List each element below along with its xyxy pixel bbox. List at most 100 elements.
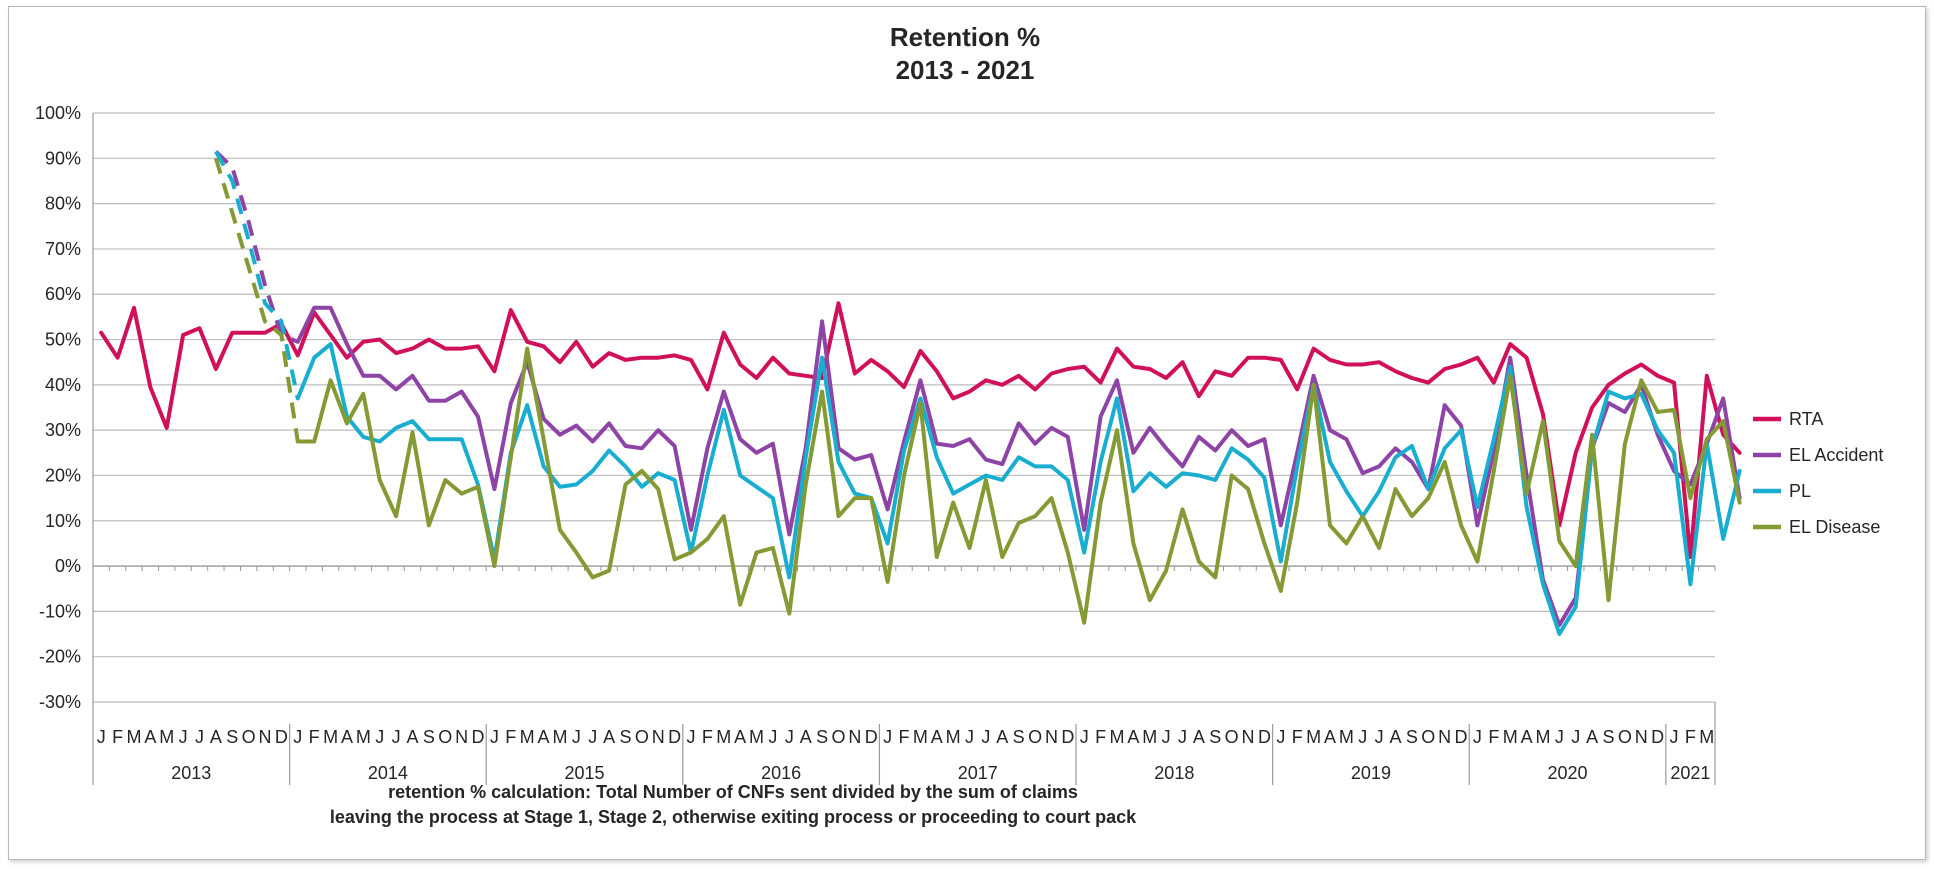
y-tick-label: 20% bbox=[45, 465, 81, 485]
y-tick-label: 80% bbox=[45, 194, 81, 214]
y-tick-label: -30% bbox=[39, 692, 81, 712]
month-tick-label: A bbox=[210, 727, 222, 747]
y-tick-label: -20% bbox=[39, 647, 81, 667]
month-tick-label: D bbox=[275, 727, 288, 747]
month-tick-label: M bbox=[126, 727, 141, 747]
year-label: 2021 bbox=[1670, 763, 1710, 783]
month-tick-label: O bbox=[438, 727, 452, 747]
month-tick-label: J bbox=[588, 727, 597, 747]
year-label: 2016 bbox=[761, 763, 801, 783]
year-label: 2019 bbox=[1351, 763, 1391, 783]
month-tick-label: O bbox=[1028, 727, 1042, 747]
month-tick-label: J bbox=[375, 727, 384, 747]
month-tick-label: J bbox=[1555, 727, 1564, 747]
month-tick-label: M bbox=[716, 727, 731, 747]
month-tick-label: N bbox=[1635, 727, 1648, 747]
year-label: 2020 bbox=[1548, 763, 1588, 783]
month-tick-label: J bbox=[965, 727, 974, 747]
month-tick-label: M bbox=[552, 727, 567, 747]
month-tick-label: J bbox=[490, 727, 499, 747]
y-tick-label: -10% bbox=[39, 601, 81, 621]
y-tick-label: 30% bbox=[45, 420, 81, 440]
month-tick-label: A bbox=[931, 727, 943, 747]
month-tick-label: D bbox=[1651, 727, 1664, 747]
series-pl bbox=[214, 150, 1742, 636]
month-tick-label: A bbox=[144, 727, 156, 747]
month-tick-label: J bbox=[981, 727, 990, 747]
month-tick-label: S bbox=[226, 727, 238, 747]
legend: RTA EL Accident PL EL Disease bbox=[1753, 409, 1883, 537]
month-tick-label: N bbox=[652, 727, 665, 747]
month-tick-label: F bbox=[309, 727, 320, 747]
month-tick-label: M bbox=[946, 727, 961, 747]
y-tick-label: 90% bbox=[45, 148, 81, 168]
month-tick-label: J bbox=[1276, 727, 1285, 747]
month-tick-label: J bbox=[1375, 727, 1384, 747]
month-tick-label: J bbox=[392, 727, 401, 747]
month-tick-label: M bbox=[1306, 727, 1321, 747]
y-axis: -30% -20% -10% 0% 10% 20% 30% 40% 50% 60% 70% 80% 90… bbox=[35, 103, 94, 712]
year-label: 2013 bbox=[171, 763, 211, 783]
month-tick-label: D bbox=[472, 727, 485, 747]
year-label: 2018 bbox=[1154, 763, 1194, 783]
legend-label: PL bbox=[1789, 481, 1811, 501]
month-tick-label: A bbox=[1521, 727, 1533, 747]
month-tick-label: J bbox=[1358, 727, 1367, 747]
month-tick-label: M bbox=[749, 727, 764, 747]
y-tick-label: 70% bbox=[45, 239, 81, 259]
month-tick-label: M bbox=[1503, 727, 1518, 747]
month-tick-label: D bbox=[1061, 727, 1074, 747]
month-tick-label: S bbox=[816, 727, 828, 747]
month-tick-label: O bbox=[1618, 727, 1632, 747]
month-tick-label: J bbox=[97, 727, 106, 747]
month-tick-label: J bbox=[1080, 727, 1089, 747]
month-tick-label: M bbox=[323, 727, 338, 747]
month-tick-label: O bbox=[1421, 727, 1435, 747]
month-tick-label: S bbox=[1013, 727, 1025, 747]
y-tick-label: 10% bbox=[45, 511, 81, 531]
chart-subtitle: 2013 - 2021 bbox=[896, 55, 1035, 85]
month-tick-label: O bbox=[831, 727, 845, 747]
month-tick-label: J bbox=[1178, 727, 1187, 747]
month-tick-label: A bbox=[800, 727, 812, 747]
month-tick-label: M bbox=[913, 727, 928, 747]
month-tick-label: F bbox=[1095, 727, 1106, 747]
month-tick-label: J bbox=[195, 727, 204, 747]
month-tick-label: M bbox=[1339, 727, 1354, 747]
month-tick-label: J bbox=[785, 727, 794, 747]
y-tick-label: 50% bbox=[45, 330, 81, 350]
series-line bbox=[99, 301, 1742, 559]
month-tick-label: S bbox=[1602, 727, 1614, 747]
month-tick-label: J bbox=[1473, 727, 1482, 747]
year-label: 2015 bbox=[564, 763, 604, 783]
month-tick-label: N bbox=[1438, 727, 1451, 747]
month-tick-label: J bbox=[1162, 727, 1171, 747]
month-tick-label: A bbox=[406, 727, 418, 747]
legend-item: PL bbox=[1753, 481, 1811, 501]
month-tick-label: A bbox=[341, 727, 353, 747]
month-tick-label: J bbox=[572, 727, 581, 747]
month-tick-label: M bbox=[1109, 727, 1124, 747]
month-tick-label: N bbox=[1242, 727, 1255, 747]
month-tick-label: A bbox=[1390, 727, 1402, 747]
month-tick-label: S bbox=[423, 727, 435, 747]
series-rta bbox=[99, 301, 1742, 559]
series-line bbox=[295, 342, 1742, 636]
month-tick-label: N bbox=[1045, 727, 1058, 747]
series-el-disease bbox=[213, 157, 1742, 625]
month-tick-label: A bbox=[603, 727, 615, 747]
month-tick-label: A bbox=[1324, 727, 1336, 747]
month-tick-label: N bbox=[455, 727, 468, 747]
month-tick-label: M bbox=[159, 727, 174, 747]
month-tick-label: M bbox=[520, 727, 535, 747]
month-tick-label: M bbox=[1699, 727, 1714, 747]
month-tick-label: F bbox=[1685, 727, 1696, 747]
month-tick-label: D bbox=[668, 727, 681, 747]
month-tick-label: A bbox=[1127, 727, 1139, 747]
month-tick-label: F bbox=[1292, 727, 1303, 747]
month-tick-label: S bbox=[1406, 727, 1418, 747]
month-tick-label: J bbox=[768, 727, 777, 747]
month-tick-label: F bbox=[505, 727, 516, 747]
month-tick-label: S bbox=[1209, 727, 1221, 747]
